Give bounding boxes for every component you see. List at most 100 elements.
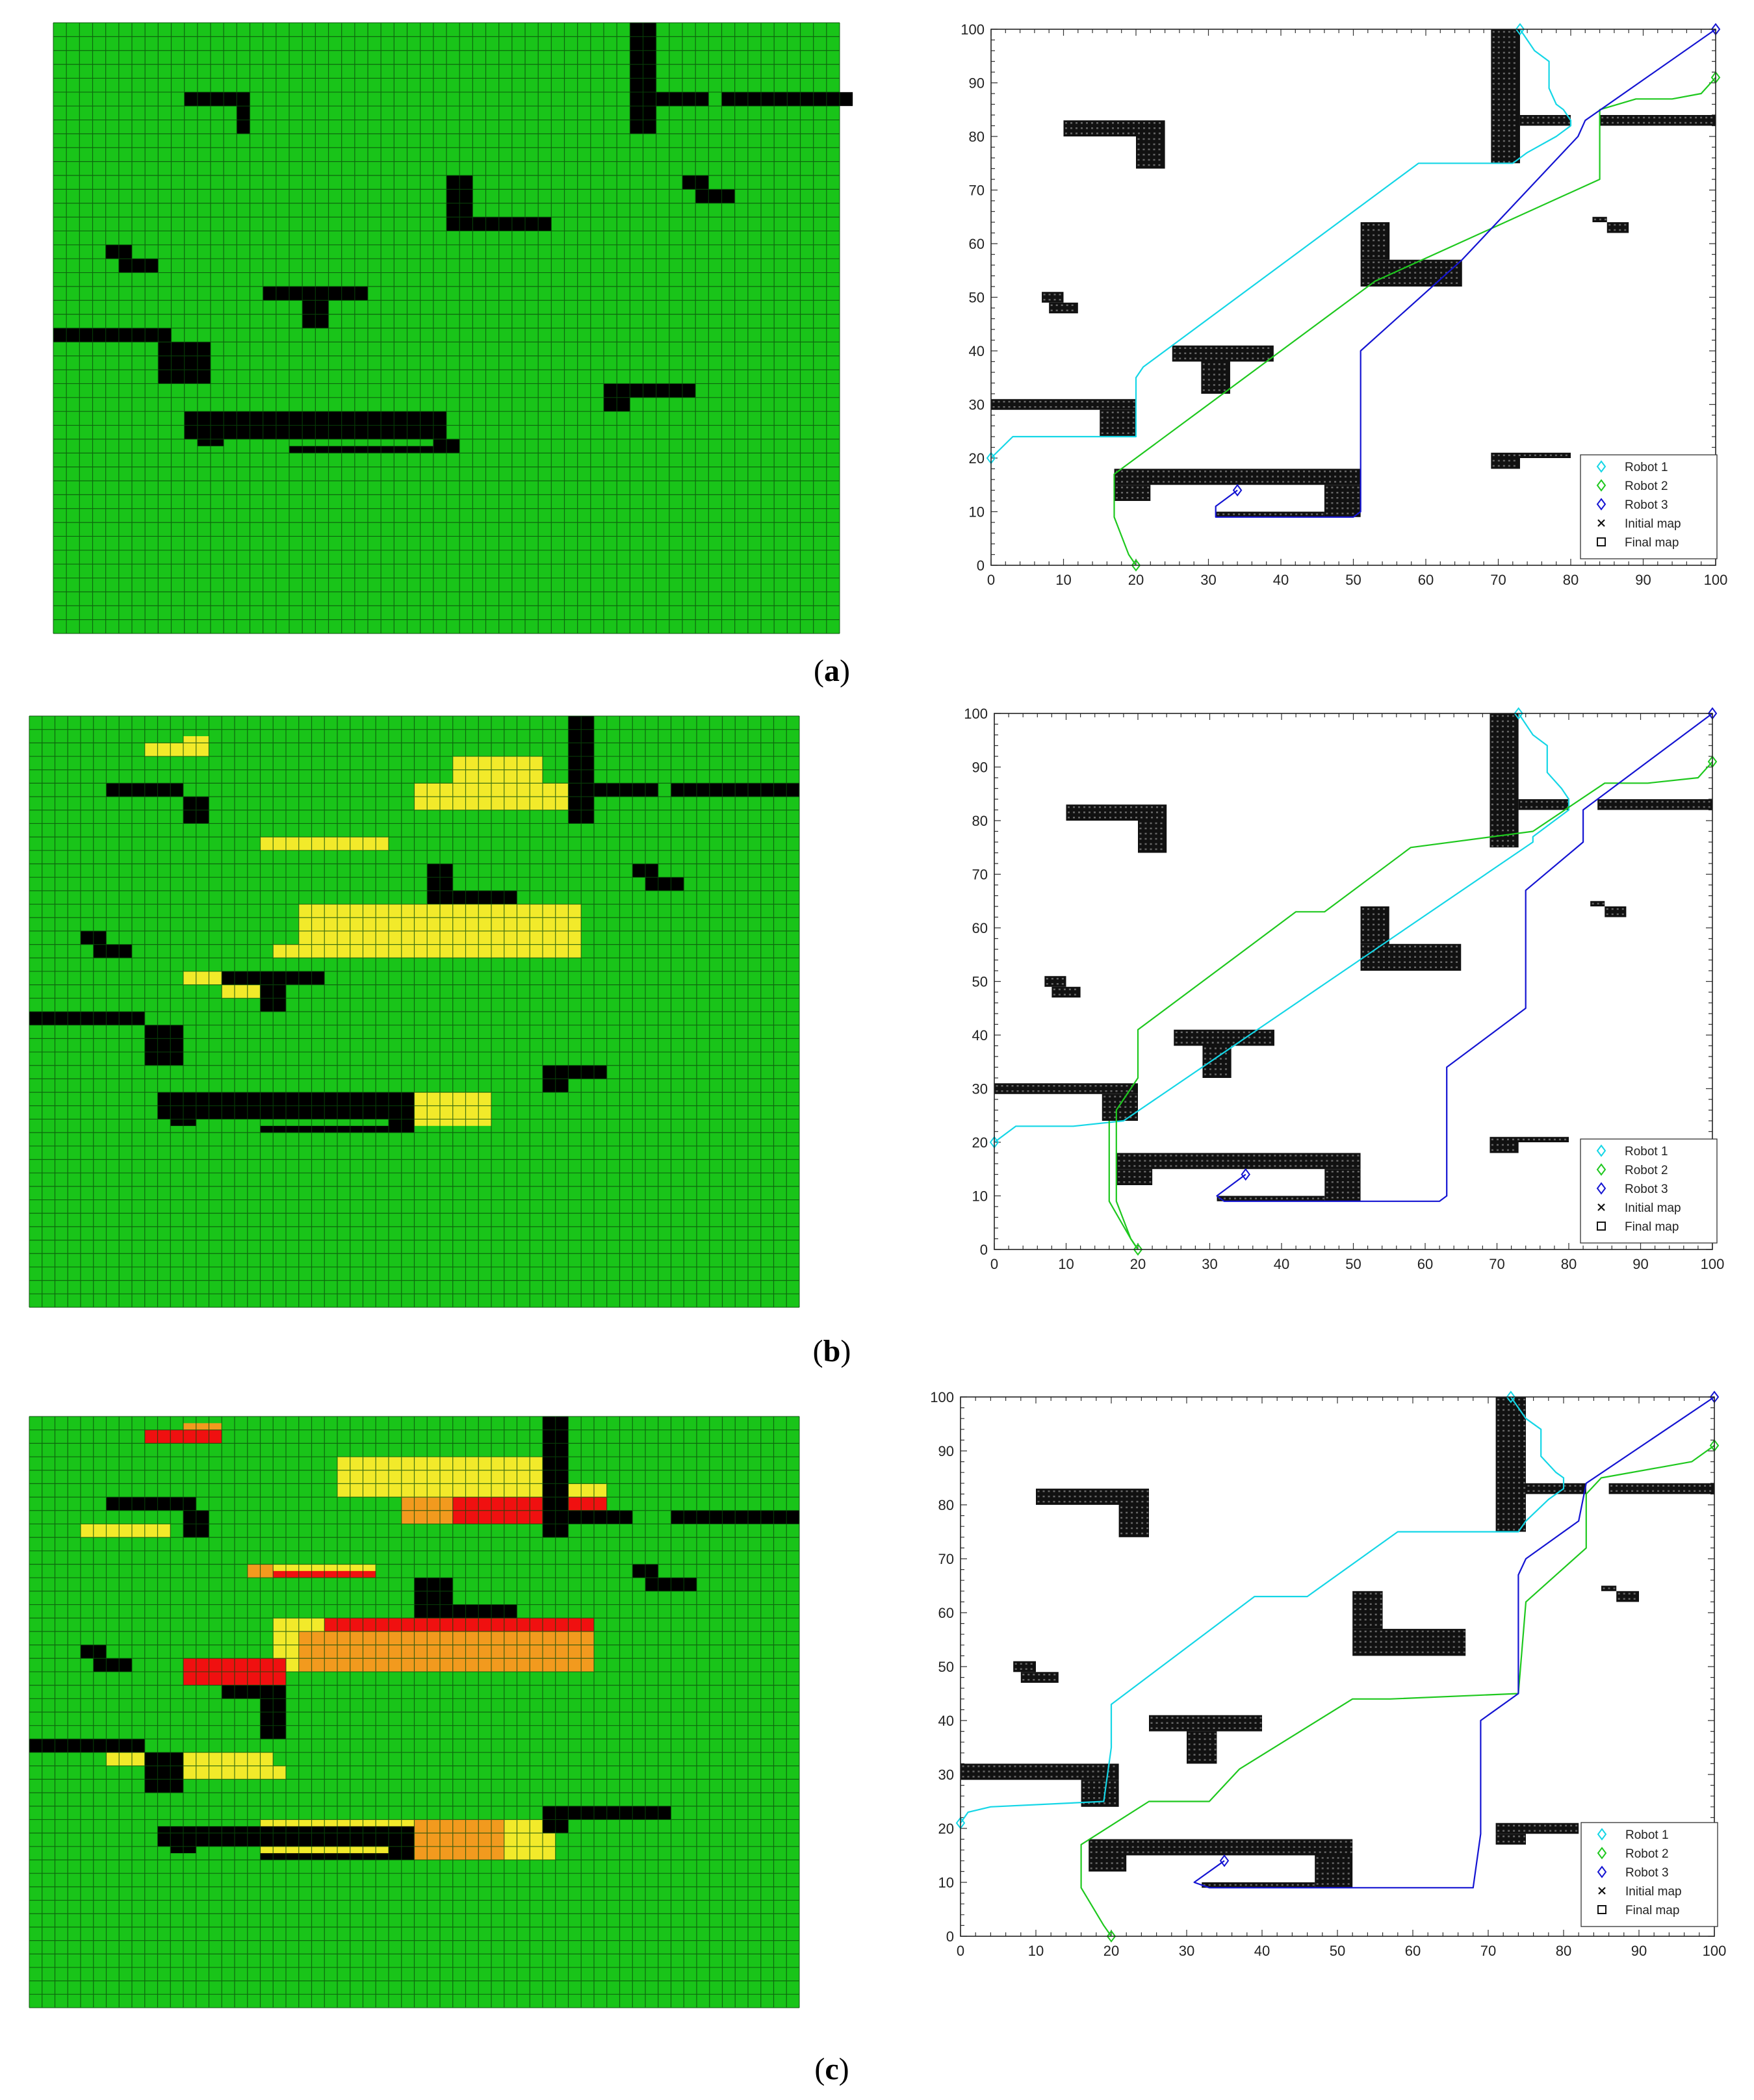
y-tick-label: 30 xyxy=(969,397,985,413)
obstacle-block xyxy=(1172,345,1274,362)
robot-marker xyxy=(1515,23,1525,36)
x-tick-label: 30 xyxy=(1200,572,1216,588)
legend-cross-icon xyxy=(1598,1887,1606,1895)
legend-label: Robot 2 xyxy=(1625,1847,1669,1861)
obstacle-block xyxy=(1324,1169,1361,1201)
path-plot-a: 0 10 20 30 40 50 60 70 80 90 100 0 10 20 30 40 50 60 70 80 9… xyxy=(961,21,1727,588)
legend-diamond-icon xyxy=(1596,1163,1606,1176)
grid-lines xyxy=(29,1416,800,2008)
path-plot-b: 0 10 20 30 40 50 60 70 80 90 100 0 10 20 30 40 50 60 70 80 9… xyxy=(964,706,1724,1272)
legend-diamond-icon xyxy=(1596,479,1606,492)
obstacle-texture xyxy=(1362,908,1386,941)
obstacle-cell xyxy=(184,92,250,107)
obstacle-texture xyxy=(1090,1857,1124,1869)
obstacle-block xyxy=(1187,1731,1217,1764)
obstacle-cell xyxy=(93,944,132,958)
obstacle-cell xyxy=(645,877,684,891)
obstacle-cell xyxy=(106,1497,196,1511)
obstacle-block xyxy=(1315,1855,1353,1888)
obstacle-block xyxy=(1360,906,1389,944)
x-tick-label: 40 xyxy=(1274,1256,1289,1272)
occupancy-grid-a xyxy=(53,22,853,634)
y-tick-label: 70 xyxy=(938,1551,954,1567)
obstacle-texture xyxy=(1118,1171,1152,1183)
legend-label: Robot 1 xyxy=(1625,1828,1669,1842)
obstacle-texture xyxy=(1037,1490,1149,1503)
obstacle-texture xyxy=(1043,294,1061,301)
y-tick-label: 70 xyxy=(972,867,988,883)
legend-diamond-icon xyxy=(1596,1182,1606,1195)
x-tick-label: 20 xyxy=(1130,1256,1146,1272)
obstacle-texture xyxy=(1316,1857,1350,1885)
obstacle-texture xyxy=(1014,1663,1033,1670)
obstacle-block xyxy=(1495,1397,1526,1532)
x-tick-label: 10 xyxy=(1028,1943,1044,1959)
x-tick-label: 50 xyxy=(1345,1256,1361,1272)
obstacle-cell xyxy=(144,1025,183,1066)
obstacle-texture xyxy=(1606,908,1624,916)
obstacle-texture xyxy=(1497,1825,1578,1832)
obstacle-block xyxy=(1044,976,1066,987)
obstacle-texture xyxy=(1601,116,1713,124)
grid-lines xyxy=(29,715,800,1308)
x-tick-label: 30 xyxy=(1202,1256,1217,1272)
obstacle-texture xyxy=(1362,261,1458,284)
uncertainty-cell-yellow xyxy=(81,1524,171,1538)
obstacle-block xyxy=(1136,136,1165,169)
y-tick-label: 100 xyxy=(961,21,985,38)
robot-marker xyxy=(1106,1930,1116,1943)
obstacle-texture xyxy=(1521,116,1571,124)
x-tick-label: 0 xyxy=(987,572,995,588)
obstacle-block xyxy=(1519,115,1571,126)
plot-frame xyxy=(994,713,1713,1250)
robot-path-1 xyxy=(960,1396,1565,1824)
x-tick-label: 50 xyxy=(1345,572,1361,588)
obstacle-block xyxy=(1201,361,1230,394)
obstacle-block xyxy=(1063,120,1165,136)
legend-label: Robot 3 xyxy=(1625,1183,1668,1196)
legend-label: Initial map xyxy=(1625,1885,1682,1899)
obstacle-cell xyxy=(93,1658,132,1672)
legend-label: Robot 3 xyxy=(1625,1866,1669,1880)
legend-label: Final map xyxy=(1625,1904,1679,1917)
y-tick-label: 60 xyxy=(969,236,985,252)
obstacle-block xyxy=(1495,1823,1579,1834)
robot-path-1 xyxy=(994,713,1570,1143)
obstacle-block xyxy=(1616,1591,1639,1602)
legend: Robot 1 Robot 2 Robot 3 Initial map Final ma… xyxy=(1580,454,1718,559)
legend-square-icon xyxy=(1597,1222,1606,1231)
obstacle-texture xyxy=(1520,800,1569,808)
robot-path-2 xyxy=(1113,77,1716,566)
uncertainty-cell-red xyxy=(324,1618,594,1632)
obstacle-texture xyxy=(1204,1047,1227,1075)
obstacle-texture xyxy=(1050,304,1074,311)
occupancy-grid-c xyxy=(29,1416,800,2008)
x-tick-label: 90 xyxy=(1635,572,1651,588)
obstacle-texture xyxy=(1527,1485,1582,1492)
obstacle-block xyxy=(1360,222,1390,260)
y-tick-label: 30 xyxy=(972,1081,988,1097)
panel-caption: (b) xyxy=(813,1334,851,1368)
x-tick-label: 30 xyxy=(1179,1943,1194,1959)
obstacle-cell xyxy=(568,1510,633,1524)
uncertainty-cell-yellow xyxy=(222,984,261,999)
uncertainty-cell-orange xyxy=(414,1819,504,1860)
panel-caption: (a) xyxy=(814,654,850,688)
obstacle-texture xyxy=(1362,224,1386,257)
y-tick-label: 0 xyxy=(946,1928,954,1945)
legend-label: Robot 2 xyxy=(1625,480,1668,493)
legend-label: Robot 1 xyxy=(1625,461,1668,474)
y-tick-label: 10 xyxy=(938,1875,954,1891)
x-tick-label: 60 xyxy=(1418,572,1434,588)
obstacle-block xyxy=(1518,799,1569,810)
obstacle-texture xyxy=(1362,945,1458,968)
legend-square-icon xyxy=(1597,1905,1606,1914)
y-tick-label: 20 xyxy=(938,1821,954,1837)
robot-marker xyxy=(1514,707,1523,720)
plot-frame xyxy=(960,1396,1715,1937)
obstacle-texture xyxy=(1174,347,1270,359)
obstacle-texture xyxy=(1053,988,1076,995)
obstacle-texture xyxy=(1610,1485,1712,1492)
y-tick-label: 0 xyxy=(977,557,985,574)
obstacle-texture xyxy=(1608,224,1627,231)
